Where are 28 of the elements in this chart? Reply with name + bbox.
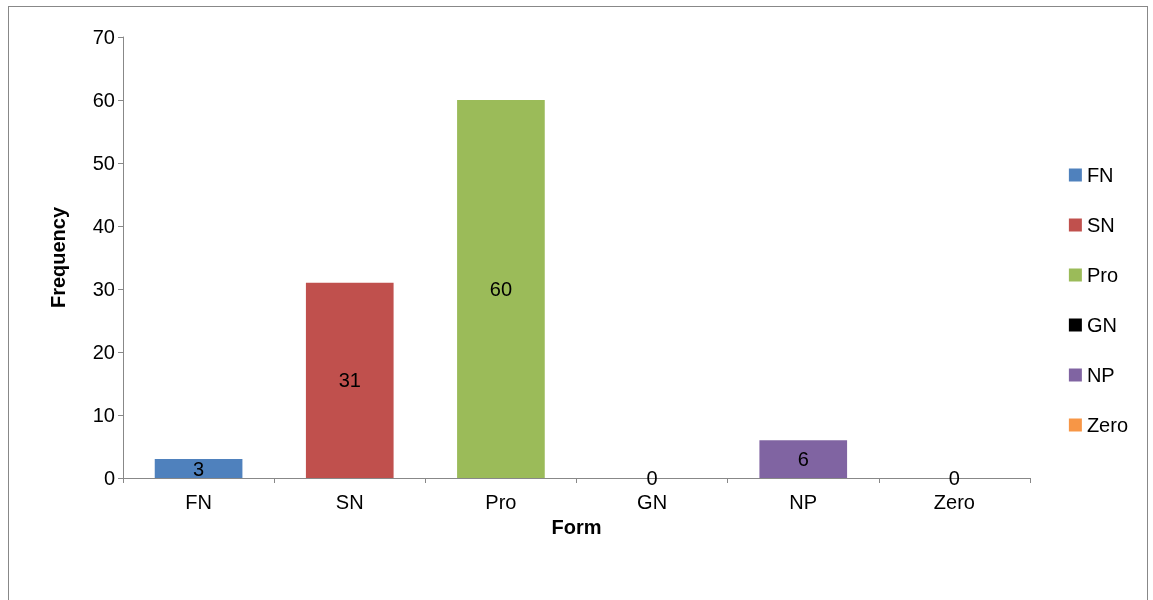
x-tick-label: NP xyxy=(789,491,818,513)
data-label: 0 xyxy=(948,467,960,489)
x-tick-label: GN xyxy=(637,491,668,513)
legend-label: Pro xyxy=(1086,264,1118,286)
y-tick-label: 10 xyxy=(92,404,115,426)
legend-label: Zero xyxy=(1086,414,1128,436)
legend-label: NP xyxy=(1086,364,1115,386)
y-tick-label: 60 xyxy=(92,89,115,111)
data-label: 31 xyxy=(338,369,361,392)
data-label: 6 xyxy=(797,448,809,471)
x-tick-label: FN xyxy=(185,491,212,513)
y-axis-title: Frequency xyxy=(47,206,69,309)
x-tick-label: Zero xyxy=(933,491,975,513)
x-tick-label: Pro xyxy=(485,491,517,513)
data-label: 0 xyxy=(646,467,658,489)
legend-label: SN xyxy=(1086,214,1115,236)
data-label: 3 xyxy=(193,457,205,480)
x-axis-title: Form xyxy=(551,515,602,538)
y-tick-label: 40 xyxy=(92,215,115,237)
y-tick-label: 0 xyxy=(103,467,115,489)
y-tick-label: 70 xyxy=(92,26,115,48)
x-tick-label: SN xyxy=(335,491,364,513)
legend-label: FN xyxy=(1086,164,1114,186)
legend-label: GN xyxy=(1086,314,1117,336)
y-tick-label: 30 xyxy=(92,278,115,300)
y-tick-label: 50 xyxy=(92,152,115,174)
y-tick-label: 20 xyxy=(92,341,115,363)
data-label: 60 xyxy=(489,278,513,300)
